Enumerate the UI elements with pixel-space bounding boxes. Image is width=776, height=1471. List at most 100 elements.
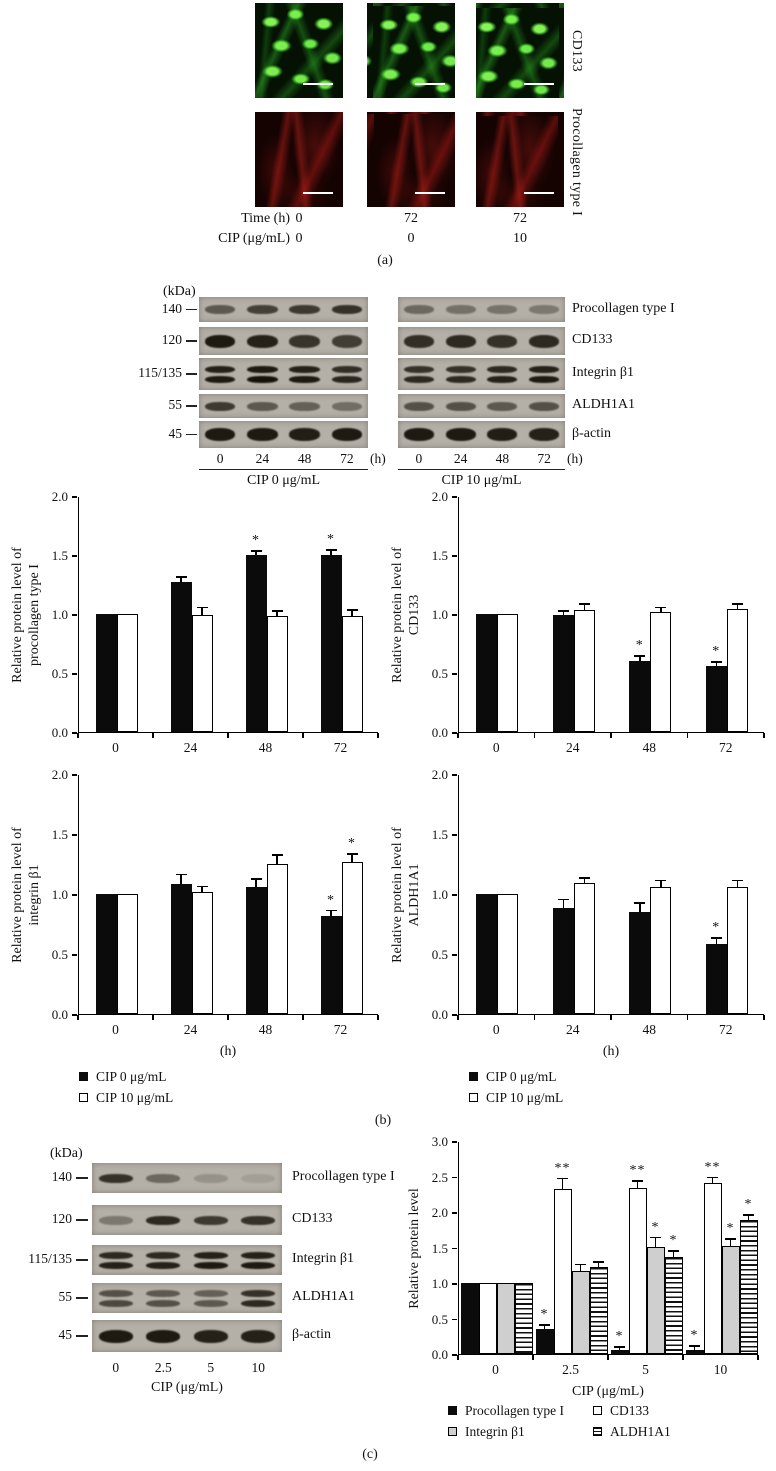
blot-lane xyxy=(440,394,482,418)
scale-bar xyxy=(303,83,333,85)
protein-label: ALDH1A1 xyxy=(572,397,635,412)
blot-band xyxy=(289,365,320,373)
error-bar-cap xyxy=(325,909,337,912)
blot-band xyxy=(289,428,320,441)
blot-lane xyxy=(523,358,565,390)
blot-lane xyxy=(140,1283,188,1313)
bar-white xyxy=(497,894,519,1014)
bar-white xyxy=(191,615,213,732)
legend-item: CIP 10 μg/mL xyxy=(79,1087,173,1108)
blot-band xyxy=(529,334,560,348)
error-bar-stem xyxy=(351,853,353,862)
significance-marker: ** xyxy=(704,1159,721,1175)
error-bar-stem xyxy=(747,1214,750,1220)
error-bar-cap xyxy=(634,902,646,904)
error-bar-cap xyxy=(731,603,743,605)
error-bar-stem xyxy=(276,854,278,864)
kda-tick xyxy=(186,373,197,375)
y-axis-title: Relative protein level xyxy=(406,1188,422,1309)
x-tick-label: 10 xyxy=(713,1362,728,1377)
significance-marker: ** xyxy=(554,1160,571,1176)
protein-label: Procollagen type I xyxy=(292,1169,395,1184)
chart-aldh1a1-time: * 0.0 0.5 1.0 1.5 2.0 0 24 48 72 Relative protein … xyxy=(390,766,776,1066)
blot-band xyxy=(193,1289,228,1297)
y-tick-label: 0.0 xyxy=(51,725,68,740)
bar-black xyxy=(170,582,192,732)
blot-lane xyxy=(92,1283,140,1313)
blot-band xyxy=(247,401,278,411)
bar-white xyxy=(266,616,288,732)
blot-band xyxy=(204,365,236,373)
kda-label: 140 xyxy=(51,1169,72,1184)
blot-band xyxy=(331,365,363,373)
blot-lane xyxy=(241,358,283,390)
blot-lane xyxy=(440,297,482,322)
blot-band xyxy=(529,365,560,373)
micrograph-procollagen-3 xyxy=(476,112,564,207)
error-bar-cap xyxy=(614,1346,625,1348)
legend-item: Integrin β1 xyxy=(448,1421,593,1442)
blot-band xyxy=(204,401,236,411)
blot-lane xyxy=(187,1205,235,1235)
error-bar-stem xyxy=(715,937,717,945)
y-tick xyxy=(452,1247,457,1250)
error-bar-cap xyxy=(655,606,667,609)
blot-band xyxy=(98,1173,133,1183)
blot-lane xyxy=(235,1245,283,1275)
blot-lane xyxy=(92,1320,140,1352)
blot-lane xyxy=(92,1163,140,1193)
blot-band xyxy=(403,305,434,314)
chart-integrin-time: * * 0.0 0.5 1.0 1.5 2.0 0 24 48 72 Relative protein… xyxy=(10,766,385,1066)
y-tick-label: 1.0 xyxy=(51,607,68,622)
blot-strip xyxy=(199,358,368,390)
error-bar-cap xyxy=(593,1261,604,1263)
error-bar-stem xyxy=(351,609,353,617)
scale-bar xyxy=(303,192,333,194)
blot-band xyxy=(193,1215,228,1225)
blot-band xyxy=(289,305,320,314)
lane-label: 0 xyxy=(112,1360,120,1375)
legend-label: CIP 10 μg/mL xyxy=(96,1089,174,1105)
x-tick xyxy=(77,733,79,738)
group-underline xyxy=(199,469,368,471)
blot-strip xyxy=(92,1205,282,1235)
blot-band xyxy=(529,428,560,441)
blot-band xyxy=(98,1299,133,1307)
y-tick-label: 2.5 xyxy=(431,1169,448,1185)
error-bar-stem xyxy=(562,898,564,909)
y-tick-label: 1.5 xyxy=(431,548,448,563)
plot-area: * * xyxy=(78,497,378,733)
row-label-cd133: CD133 xyxy=(569,29,584,72)
blot-band xyxy=(487,428,518,441)
blot-lane xyxy=(523,394,565,418)
protein-label: β-actin xyxy=(292,1327,331,1342)
blot-band xyxy=(403,375,434,383)
x-tick xyxy=(533,1015,536,1020)
y-tick xyxy=(452,894,457,896)
legend-marker-white xyxy=(79,1093,88,1102)
blot-lane xyxy=(284,421,326,448)
error-bar-stem xyxy=(736,879,738,887)
x-tick-label: 0 xyxy=(112,740,119,755)
protein-label: β-actin xyxy=(572,425,611,441)
error-bar-cap xyxy=(271,610,283,612)
blot-band xyxy=(193,1173,228,1183)
significance-marker: * xyxy=(712,644,721,660)
y-tick-label: 1.5 xyxy=(431,1240,448,1256)
error-bar-stem xyxy=(660,879,662,887)
blot-band xyxy=(403,334,434,348)
blot-strip xyxy=(398,394,565,418)
blot-lane xyxy=(523,297,565,322)
error-bar-stem xyxy=(180,873,182,885)
blot-lane xyxy=(398,327,440,355)
x-tick xyxy=(152,1015,154,1020)
bar-black xyxy=(320,915,342,1014)
error-bar-stem xyxy=(618,1346,621,1351)
y-tick xyxy=(452,732,457,734)
error-bar-stem xyxy=(660,606,662,612)
y-tick-label: 1.0 xyxy=(431,607,448,622)
y-tick xyxy=(452,774,457,776)
y-tick-label: 0.5 xyxy=(51,947,68,962)
legend-cip-left: CIP 0 μg/mL CIP 10 μg/mL xyxy=(79,1066,173,1108)
protein-label: CD133 xyxy=(292,1211,333,1226)
